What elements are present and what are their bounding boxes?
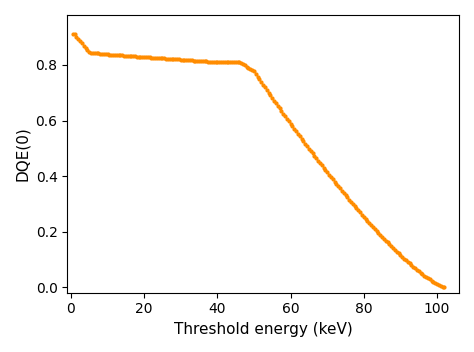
X-axis label: Threshold energy (keV): Threshold energy (keV) — [174, 322, 353, 337]
Y-axis label: DQE(0): DQE(0) — [15, 126, 30, 181]
